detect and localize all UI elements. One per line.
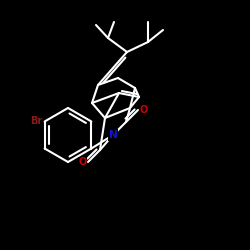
Text: N: N (108, 130, 118, 140)
Text: O: O (139, 105, 147, 115)
Text: Br: Br (30, 116, 42, 126)
Text: O: O (79, 157, 87, 167)
